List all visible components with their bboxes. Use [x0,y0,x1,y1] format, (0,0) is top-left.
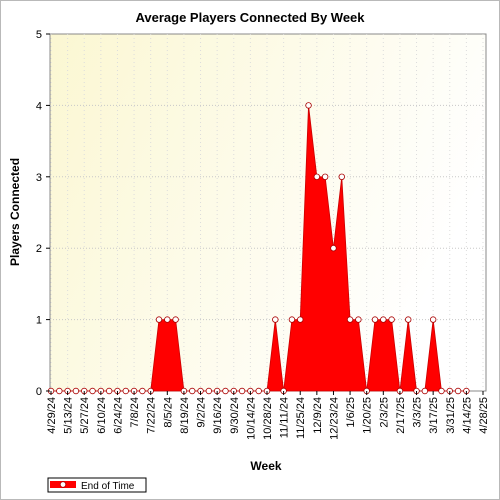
x-tick-label: 6/24/24 [112,397,124,434]
x-tick-label: 2/3/25 [378,397,390,428]
data-point [346,316,354,323]
plot-area [49,33,487,392]
data-point [288,316,296,323]
x-tick-label: 1/20/25 [362,397,374,434]
data-point [72,387,80,395]
y-tick-label: 3 [36,172,42,184]
x-tick-label: 10/28/24 [262,397,274,440]
x-tick-label: 5/13/24 [63,397,75,434]
data-point [255,387,262,395]
y-tick-label: 1 [36,315,42,327]
y-tick-label: 4 [36,100,42,112]
data-point [371,316,379,323]
x-tick-label: 8/19/24 [179,397,191,434]
legend: End of Time [47,477,147,493]
x-tick-label: 3/31/25 [445,397,457,434]
x-tick-label: 12/9/24 [312,397,324,434]
data-point [56,387,63,395]
x-tick-label: 4/14/25 [461,397,473,434]
data-point [139,387,146,395]
data-point [380,316,387,323]
data-point [222,387,229,395]
x-tick-label: 7/22/24 [146,397,158,434]
series-area-fill [51,105,467,392]
data-point [164,316,171,323]
grid-lines [50,34,486,391]
data-point [355,316,362,323]
x-tick-label: 8/5/24 [162,397,174,428]
x-tick-label: 4/29/24 [46,397,58,434]
x-tick-label: 11/11/24 [279,397,291,438]
data-point [205,387,213,395]
x-axis-label: Week [250,459,281,473]
y-tick-label: 5 [36,29,42,41]
x-tick-label: 3/3/25 [412,397,424,428]
x-tick-label: 2/17/25 [395,397,407,434]
data-point [155,316,163,323]
data-point [89,387,96,395]
legend-entry: End of Time [81,481,135,492]
x-tick-label: 10/14/24 [245,397,257,440]
data-point [172,316,179,323]
data-point [189,387,196,395]
data-point [321,173,329,180]
legend-marker [59,481,67,488]
x-tick-label: 5/27/24 [79,397,91,434]
data-point [405,316,412,323]
y-axis-label: Players Connected [8,158,22,266]
x-tick-label: 7/8/24 [129,397,141,428]
data-point [305,102,312,109]
x-tick-label: 9/2/24 [196,397,208,428]
data-point [330,244,337,252]
data-point [454,387,462,395]
y-tick-label: 0 [36,386,42,398]
x-tick-label: 1/6/25 [345,397,357,428]
y-tick-label: 2 [36,243,42,255]
series-area [51,105,467,392]
x-tick-label: 9/16/24 [212,397,224,434]
data-point [272,316,279,323]
data-point [421,387,429,395]
data-point [105,387,113,395]
y-axis: 0 1 2 3 4 5 [36,29,50,398]
data-point [438,387,445,395]
x-tick-label: 11/25/24 [295,397,307,439]
x-tick-label: 6/10/24 [96,397,108,434]
chart-title: Average Players Connected By Week [135,10,365,25]
data-point [297,316,304,323]
data-point [313,173,321,180]
data-point [338,173,345,180]
x-tick-label: 12/23/24 [328,397,340,440]
x-tick-label: 9/30/24 [229,397,241,434]
data-point [429,316,437,323]
data-point [238,387,246,395]
x-tick-label: 4/28/25 [478,397,490,434]
x-axis: 4/29/24 5/13/24 5/27/24 6/10/24 6/24/24 7/8/2… [46,391,490,440]
data-point [122,387,129,395]
x-tick-label: 3/17/25 [428,397,440,434]
data-point [388,316,395,323]
